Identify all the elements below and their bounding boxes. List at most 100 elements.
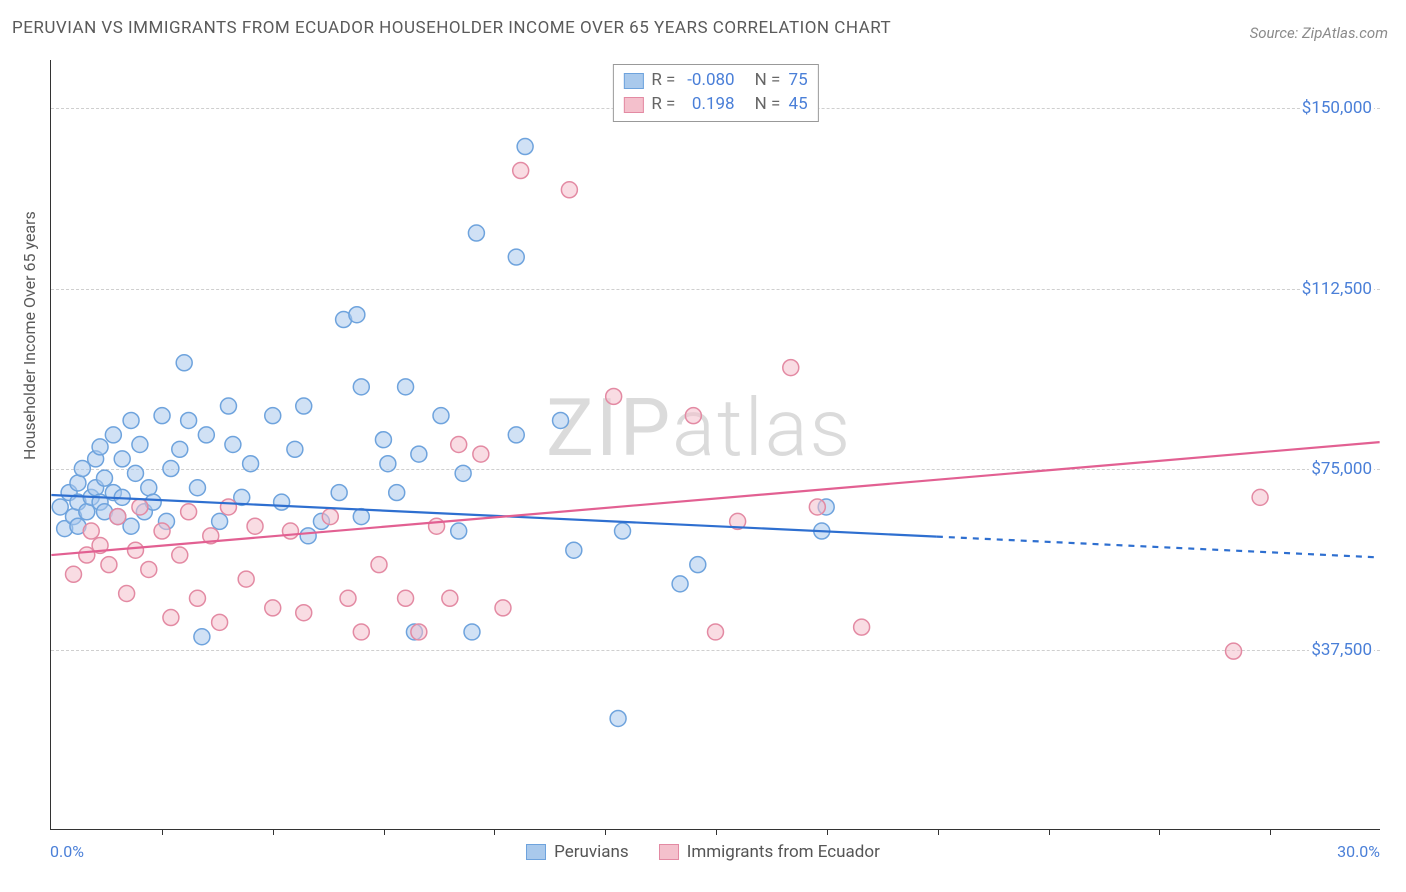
data-point bbox=[287, 441, 303, 457]
data-point bbox=[783, 360, 799, 376]
data-point bbox=[380, 456, 396, 472]
data-point bbox=[610, 710, 626, 726]
data-point bbox=[1226, 643, 1242, 659]
data-point bbox=[265, 408, 281, 424]
data-point bbox=[154, 408, 170, 424]
data-point bbox=[265, 600, 281, 616]
data-point bbox=[398, 590, 414, 606]
data-point bbox=[163, 610, 179, 626]
data-point bbox=[66, 566, 82, 582]
data-point bbox=[331, 485, 347, 501]
x-tick bbox=[938, 829, 939, 835]
x-tick bbox=[827, 829, 828, 835]
data-point bbox=[220, 398, 236, 414]
x-tick bbox=[605, 829, 606, 835]
trendline-dashed bbox=[937, 537, 1380, 558]
data-point bbox=[349, 307, 365, 323]
x-tick bbox=[716, 829, 717, 835]
data-point bbox=[212, 513, 228, 529]
data-point bbox=[411, 624, 427, 640]
data-point bbox=[468, 225, 484, 241]
data-point bbox=[389, 485, 405, 501]
data-point bbox=[132, 437, 148, 453]
data-point bbox=[296, 605, 312, 621]
data-point bbox=[371, 557, 387, 573]
data-point bbox=[127, 465, 143, 481]
legend-swatch bbox=[526, 844, 546, 860]
data-point bbox=[433, 408, 449, 424]
data-point bbox=[154, 523, 170, 539]
x-tick bbox=[1049, 829, 1050, 835]
data-point bbox=[141, 480, 157, 496]
data-point bbox=[566, 542, 582, 558]
data-point bbox=[442, 590, 458, 606]
data-point bbox=[70, 475, 86, 491]
data-point bbox=[411, 446, 427, 462]
x-tick bbox=[273, 829, 274, 835]
stat-n-label: N = 75 bbox=[755, 69, 808, 93]
legend-label: Peruvians bbox=[554, 842, 629, 862]
data-point bbox=[809, 499, 825, 515]
legend-label: Immigrants from Ecuador bbox=[687, 842, 880, 862]
data-point bbox=[97, 470, 113, 486]
data-point bbox=[176, 355, 192, 371]
stats-row: R = 0.198N = 45 bbox=[623, 93, 807, 117]
x-tick bbox=[494, 829, 495, 835]
data-point bbox=[375, 432, 391, 448]
data-point bbox=[508, 427, 524, 443]
data-point bbox=[274, 494, 290, 510]
y-axis-label: Householder Income Over 65 years bbox=[20, 211, 39, 460]
data-point bbox=[398, 379, 414, 395]
data-point bbox=[212, 614, 228, 630]
data-point bbox=[1252, 489, 1268, 505]
legend-item: Immigrants from Ecuador bbox=[659, 842, 880, 862]
data-point bbox=[495, 600, 511, 616]
data-point bbox=[132, 499, 148, 515]
stats-row: R = -0.080N = 75 bbox=[623, 69, 807, 93]
data-point bbox=[451, 437, 467, 453]
data-point bbox=[119, 586, 135, 602]
data-point bbox=[685, 408, 701, 424]
data-point bbox=[189, 480, 205, 496]
data-point bbox=[123, 412, 139, 428]
data-point bbox=[92, 439, 108, 455]
data-point bbox=[561, 182, 577, 198]
data-point bbox=[172, 441, 188, 457]
data-point bbox=[353, 509, 369, 525]
data-point bbox=[451, 523, 467, 539]
bottom-legend: Peruvians Immigrants from Ecuador bbox=[0, 842, 1406, 862]
data-point bbox=[225, 437, 241, 453]
data-point bbox=[181, 504, 197, 520]
stats-box: R = -0.080N = 75R = 0.198N = 45 bbox=[612, 64, 818, 122]
data-point bbox=[606, 388, 622, 404]
data-point bbox=[508, 249, 524, 265]
data-point bbox=[114, 451, 130, 467]
data-point bbox=[473, 446, 489, 462]
chart-container: PERUVIAN VS IMMIGRANTS FROM ECUADOR HOUS… bbox=[0, 0, 1406, 892]
data-point bbox=[708, 624, 724, 640]
data-point bbox=[854, 619, 870, 635]
data-point bbox=[353, 624, 369, 640]
data-point bbox=[553, 412, 569, 428]
source-label: Source: ZipAtlas.com bbox=[1250, 24, 1388, 42]
data-point bbox=[181, 412, 197, 428]
chart-title: PERUVIAN VS IMMIGRANTS FROM ECUADOR HOUS… bbox=[12, 18, 891, 38]
data-point bbox=[238, 571, 254, 587]
data-point bbox=[83, 523, 99, 539]
data-point bbox=[141, 561, 157, 577]
x-tick bbox=[1159, 829, 1160, 835]
data-point bbox=[615, 523, 631, 539]
data-point bbox=[163, 461, 179, 477]
legend-swatch bbox=[623, 73, 643, 89]
data-point bbox=[300, 528, 316, 544]
data-point bbox=[198, 427, 214, 443]
x-tick bbox=[162, 829, 163, 835]
data-point bbox=[429, 518, 445, 534]
legend-item: Peruvians bbox=[526, 842, 629, 862]
x-tick bbox=[384, 829, 385, 835]
data-point bbox=[340, 590, 356, 606]
stat-r-label: R = 0.198 bbox=[651, 93, 734, 117]
data-point bbox=[243, 456, 259, 472]
data-point bbox=[101, 557, 117, 573]
data-point bbox=[455, 465, 471, 481]
